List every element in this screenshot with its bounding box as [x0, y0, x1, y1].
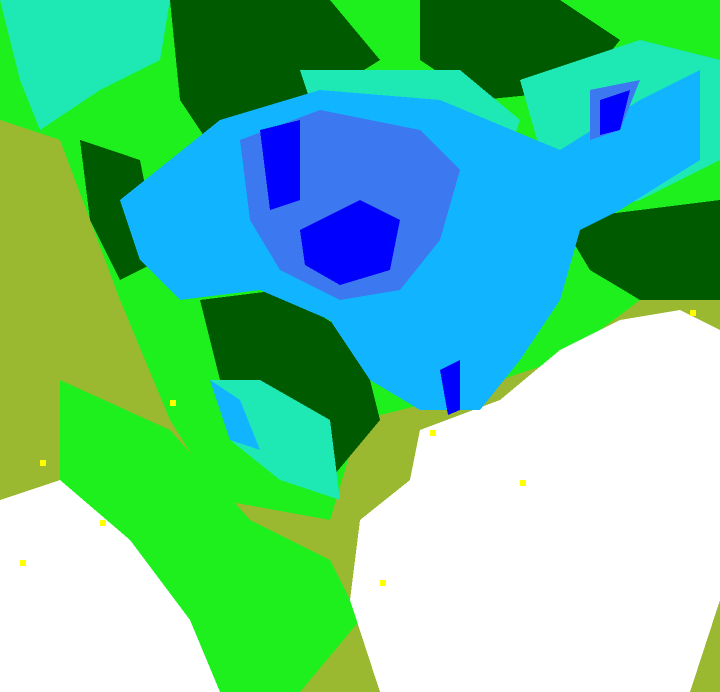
yellow-specks [20, 310, 696, 586]
white-cloud [0, 310, 720, 692]
green-band [60, 380, 360, 692]
deep-blue-core [260, 90, 630, 415]
